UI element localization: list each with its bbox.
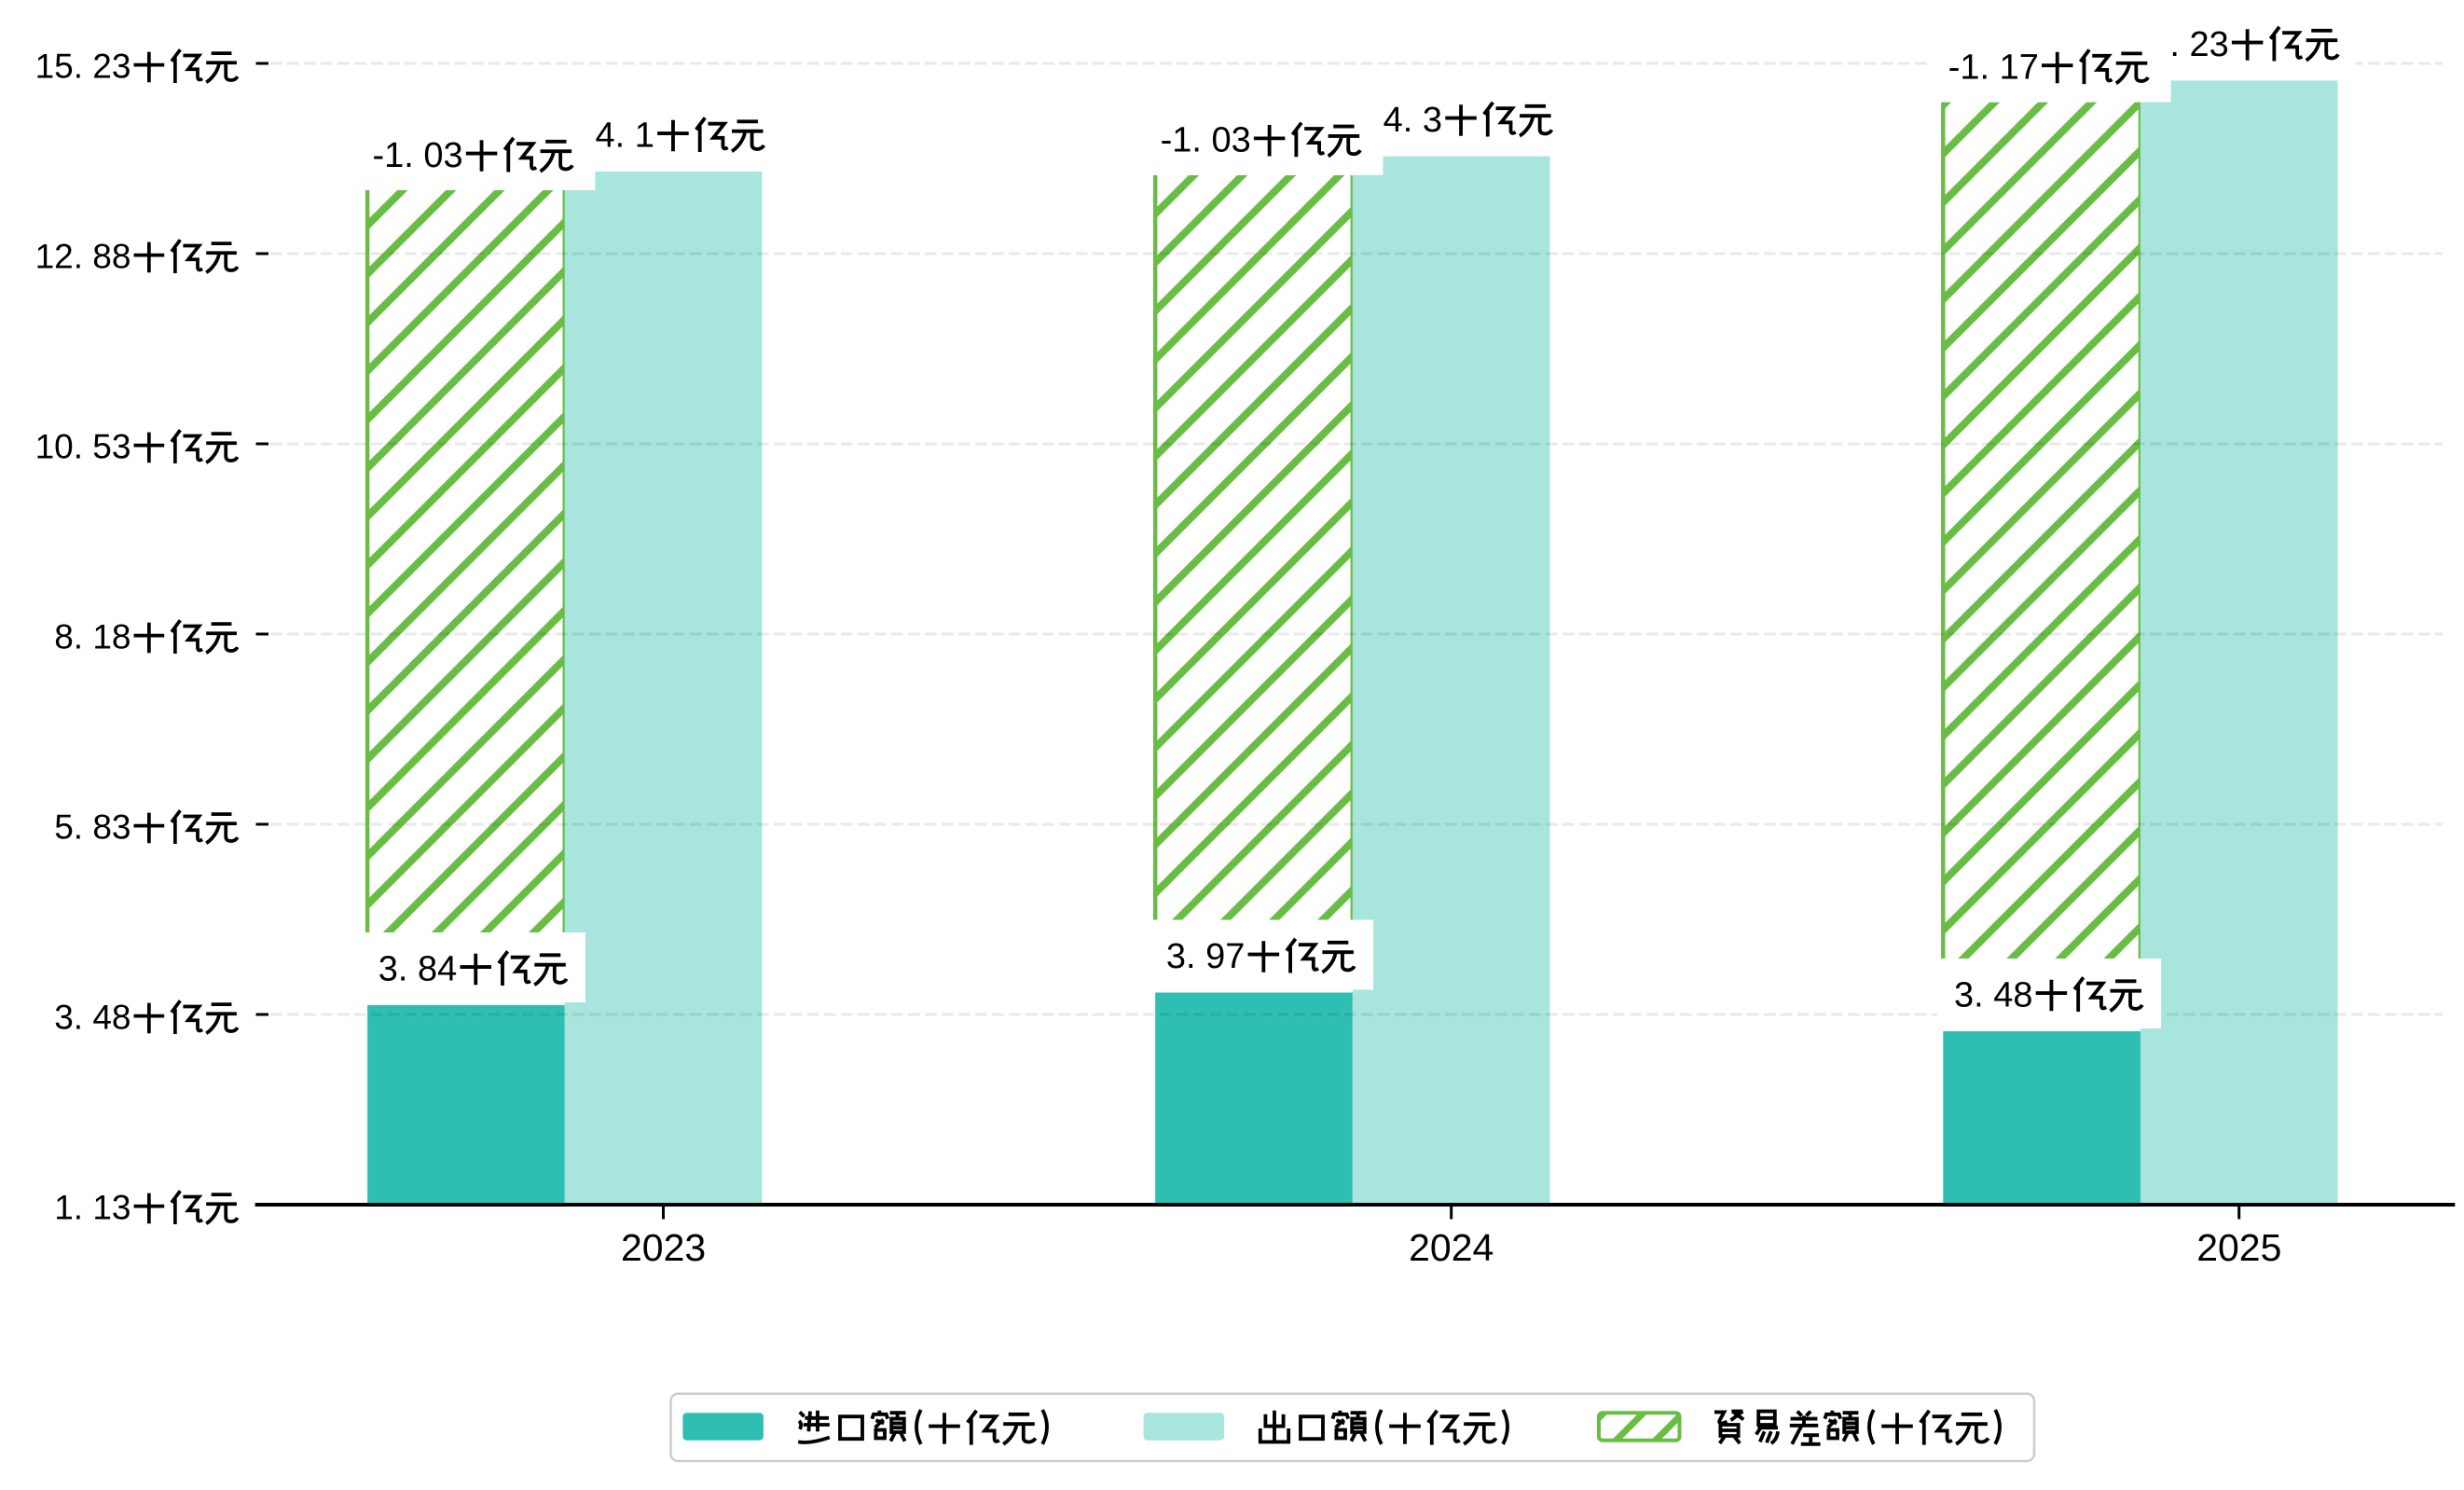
- svg-text:5. 83: 5. 83: [54, 808, 131, 847]
- svg-text:3. 97: 3. 97: [1166, 937, 1246, 976]
- svg-text:-1. 03: -1. 03: [1161, 121, 1251, 160]
- svg-text:-1. 03: -1. 03: [373, 136, 463, 175]
- svg-text:2024: 2024: [1409, 1226, 1494, 1269]
- svg-text:3. 48: 3. 48: [1954, 975, 2033, 1014]
- svg-text:-1. 17: -1. 17: [1948, 48, 2039, 88]
- svg-text:15. 23: 15. 23: [35, 48, 131, 86]
- svg-text:8. 18: 8. 18: [54, 618, 131, 656]
- svg-text:10. 53: 10. 53: [35, 428, 131, 466]
- svg-text:3. 48: 3. 48: [54, 999, 131, 1037]
- svg-text:2023: 2023: [621, 1226, 706, 1269]
- svg-text:2025: 2025: [2196, 1226, 2281, 1269]
- svg-text:12. 88: 12. 88: [35, 238, 131, 276]
- svg-text:1. 13: 1. 13: [54, 1189, 131, 1227]
- svg-text:3. 84: 3. 84: [379, 949, 458, 988]
